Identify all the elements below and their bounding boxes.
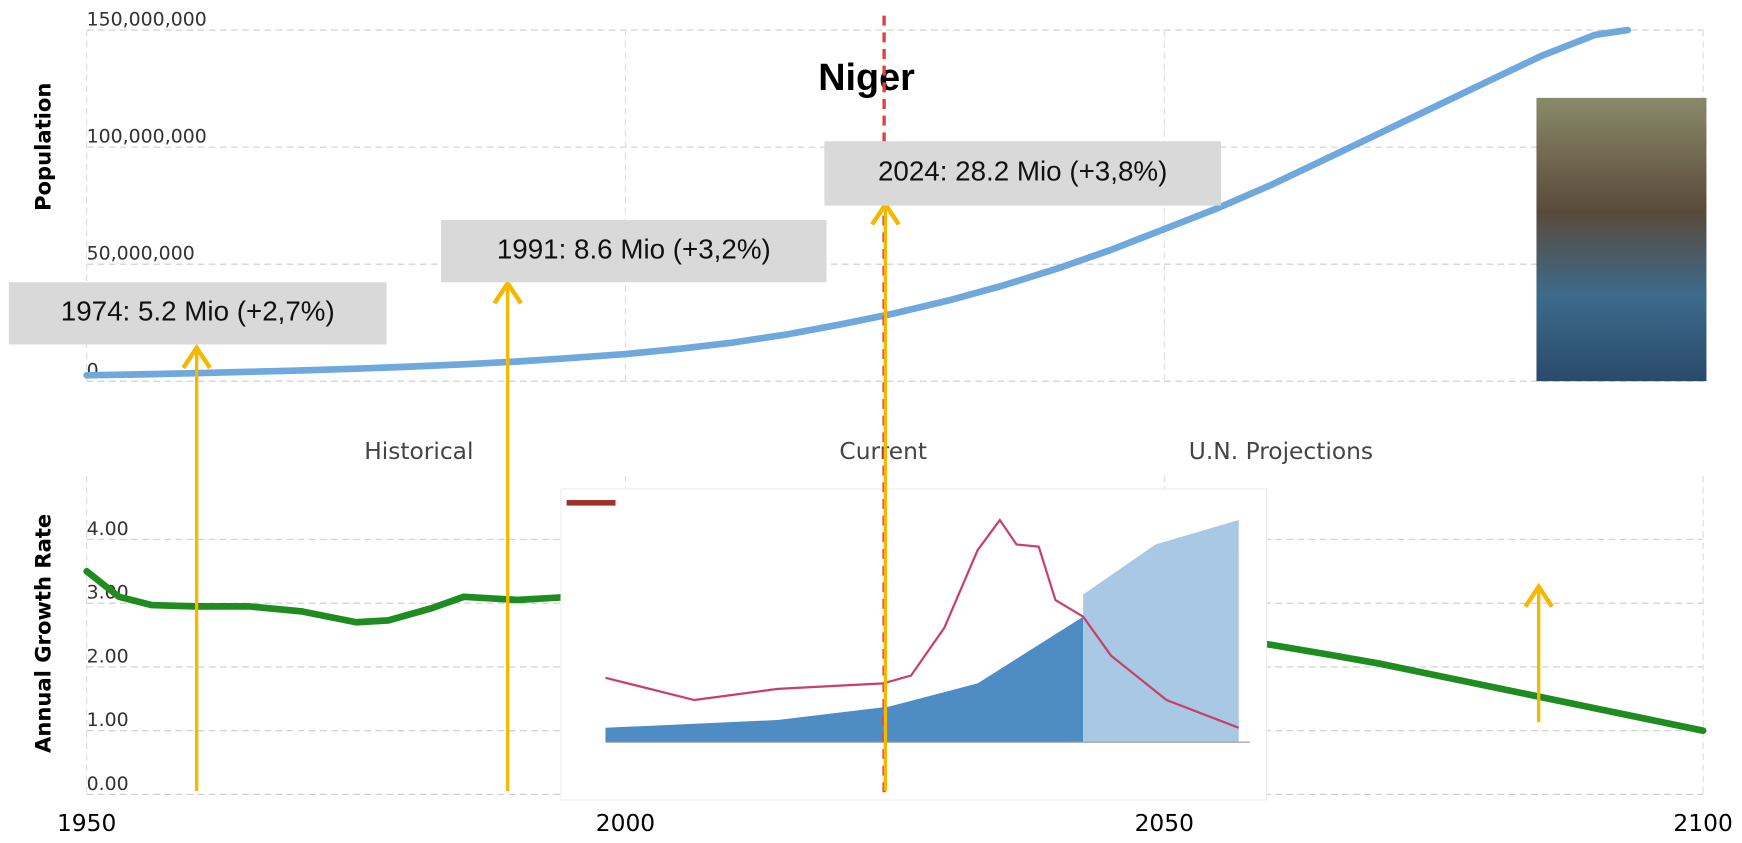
x-tick-label: 2100 <box>1673 809 1732 837</box>
y-axis-title: Annual Growth Rate <box>30 514 55 753</box>
y-tick-label: 4.00 <box>87 518 129 540</box>
chart-title: Niger <box>818 57 915 99</box>
y-tick-label: 50,000,000 <box>87 243 195 265</box>
inset-image <box>561 489 1266 800</box>
x-tick-label: 2000 <box>596 809 655 837</box>
y-tick-label: 150,000,000 <box>87 9 207 31</box>
y-tick-label: 100,000,000 <box>87 126 207 148</box>
photo <box>1536 98 1706 381</box>
section-label: U.N. Projections <box>1189 437 1373 465</box>
annotation: 1974: 5.2 Mio (+2,7%) <box>61 296 335 327</box>
y-tick-label: 2.00 <box>87 645 129 667</box>
x-tick-label: 2050 <box>1135 809 1194 837</box>
x-tick-label: 1950 <box>57 809 116 837</box>
section-label: Historical <box>364 437 473 465</box>
chart: 050,000,000100,000,000150,000,0000.001.0… <box>0 0 1742 839</box>
annotation: 2024: 28.2 Mio (+3,8%) <box>878 156 1167 187</box>
annotation: 1991: 8.6 Mio (+3,2%) <box>497 234 771 265</box>
y-tick-label: 0.00 <box>87 773 129 795</box>
y-axis-title: Population <box>30 83 55 211</box>
y-tick-label: 1.00 <box>87 709 129 731</box>
